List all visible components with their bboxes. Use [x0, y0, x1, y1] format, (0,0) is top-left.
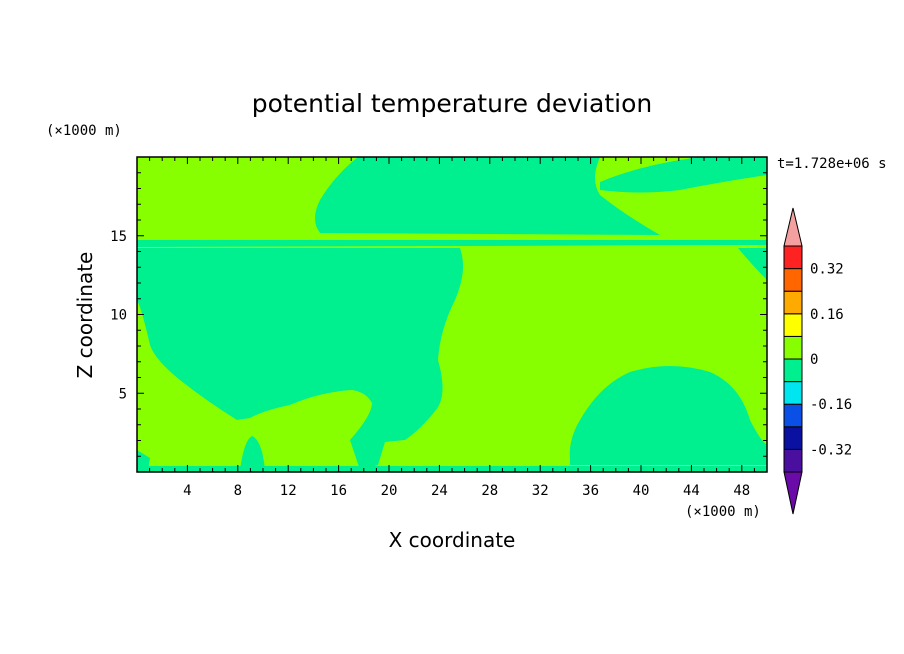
colorbar-swatch: [783, 335, 803, 360]
x-tick-label: 20: [381, 483, 398, 499]
x-tick-label: 4: [183, 483, 191, 499]
colorbar-swatch: [783, 448, 803, 473]
y-tick-labels: 5 10 15: [110, 229, 127, 403]
axis-ticks: [137, 157, 767, 472]
contour-field: [137, 157, 767, 472]
colorbar-swatch: [783, 290, 803, 315]
colorbar-swatch: [783, 245, 803, 270]
chart-title: potential temperature deviation: [252, 89, 652, 118]
x-tick-label: 40: [633, 483, 650, 499]
region-right-edge-negative: [738, 248, 767, 280]
region-bottom-left-negative: [137, 450, 150, 470]
colorbar-swatch: [783, 313, 803, 337]
x-tick-label: 16: [330, 483, 347, 499]
x-tick-label: 32: [532, 483, 549, 499]
colorbar-over-arrow: [783, 207, 803, 247]
x-axis-label: X coordinate: [389, 528, 516, 552]
x-tick-labels: 4 8 12 16 20 24 28 32 36 40 44 48: [183, 483, 750, 499]
x-unit-label: (×1000 m): [685, 504, 761, 520]
colorbar-label: 0.32: [810, 262, 844, 278]
colorbar-label: 0: [810, 352, 818, 368]
colorbar-swatch: [783, 268, 803, 292]
region-upper-left-negative: [137, 248, 464, 470]
colorbar: [783, 207, 803, 515]
x-tick-label: 12: [280, 483, 297, 499]
x-tick-label: 24: [431, 483, 448, 499]
colorbar-swatch: [783, 403, 803, 428]
time-label: t=1.728e+06 s: [777, 156, 887, 172]
colorbar-label: 0.16: [810, 307, 844, 323]
region-right-dome-negative: [569, 366, 767, 465]
z-unit-label: (×1000 m): [46, 123, 122, 139]
colorbar-labels: -0.32 -0.16 0 0.16 0.32: [810, 262, 852, 459]
colorbar-under-arrow: [783, 471, 803, 515]
x-tick-label: 8: [234, 483, 242, 499]
y-tick-label: 5: [119, 386, 127, 402]
region-small-blob-negative: [240, 436, 265, 470]
colorbar-label: -0.32: [810, 442, 852, 458]
region-top-right-negative: [600, 157, 767, 193]
y-tick-label: 15: [110, 229, 127, 245]
x-tick-label: 28: [481, 483, 498, 499]
colorbar-swatch: [783, 426, 803, 450]
colorbar-swatch: [783, 358, 803, 383]
colorbar-swatch: [783, 381, 803, 405]
x-tick-label: 36: [582, 483, 599, 499]
y-axis-label: Z coordinate: [73, 252, 97, 379]
x-tick-label: 48: [733, 483, 750, 499]
region-top-center-negative: [315, 157, 660, 235]
colorbar-label: -0.16: [810, 397, 852, 413]
region-band-negative: [137, 240, 767, 247]
y-tick-label: 10: [110, 308, 127, 324]
x-tick-label: 44: [683, 483, 700, 499]
